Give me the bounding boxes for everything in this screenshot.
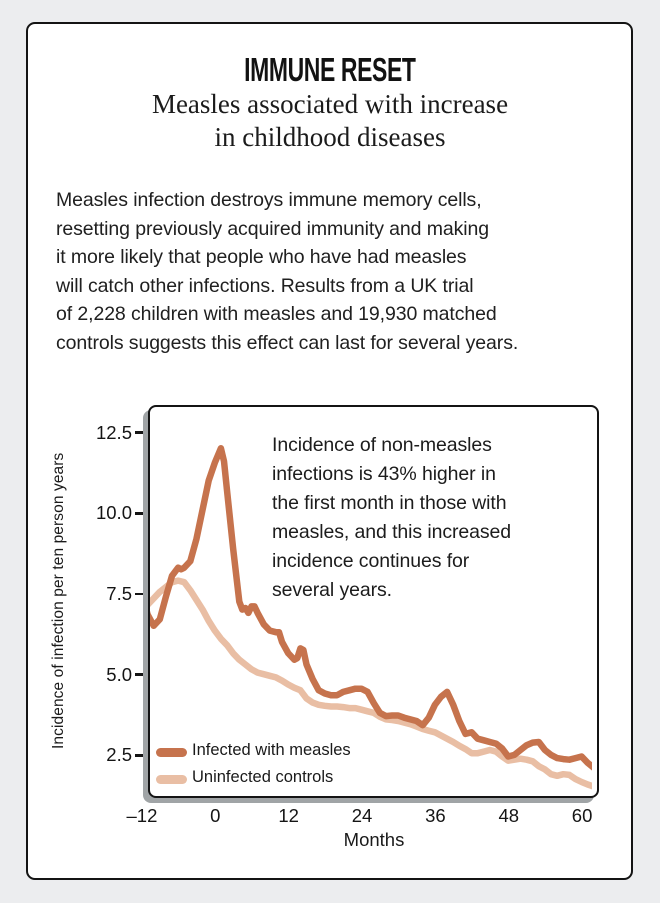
x-tick-label: 12 <box>278 805 299 826</box>
annotation-line: infections is 43% higher in <box>272 463 496 485</box>
series-line-uninfected-controls <box>150 577 592 790</box>
y-tick-label: 2.5 <box>106 744 132 766</box>
annotation-line: the first month in those with <box>272 492 507 514</box>
annotation-line: Incidence of non-measles <box>272 434 492 456</box>
series-line-infected-with-measles <box>150 445 592 771</box>
intro-line: it more likely that people who have had … <box>56 246 467 269</box>
annotation-line: incidence continues for <box>272 550 470 572</box>
intro-line: of 2,228 children with measles and 19,93… <box>56 303 497 326</box>
chart-plot-area: Incidence of non-measles infections is 4… <box>148 405 599 798</box>
x-tick-label: 36 <box>425 805 446 826</box>
legend-label-controls: Uninfected controls <box>192 768 334 786</box>
y-axis-title: Incidence of infection per ten person ye… <box>50 452 67 750</box>
y-tick-mark <box>135 592 149 596</box>
legend-swatch-controls <box>156 775 187 784</box>
intro-line: will catch other infections. Results fro… <box>56 274 474 297</box>
legend-swatch-infected <box>156 748 187 757</box>
headline: Measles associated with increase in chil… <box>26 88 634 154</box>
legend-label-infected: Infected with measles <box>192 741 351 759</box>
x-tick-label: 24 <box>351 805 373 826</box>
y-tick-mark <box>135 512 149 515</box>
annotation-line: measles, and this increased <box>272 521 512 543</box>
intro-line: Measles infection destroys immune memory… <box>56 189 482 211</box>
x-tick-label: 60 <box>571 805 593 826</box>
y-tick-label: 12.5 <box>95 421 132 443</box>
intro-line: resetting previously acquired immunity a… <box>56 217 489 240</box>
intro-paragraph: Measles infection destroys immune memory… <box>56 186 616 358</box>
kicker-wrap: IMMUNE RESET <box>26 50 634 89</box>
line-chart <box>150 445 592 790</box>
chart-annotation: Incidence of non-measles infections is 4… <box>272 431 582 605</box>
y-tick-mark <box>135 754 149 757</box>
kicker-title: IMMUNE RESET <box>244 50 416 89</box>
headline-line-2: in childhood diseases <box>214 122 446 152</box>
x-axis-title: Months <box>343 829 405 850</box>
y-tick-mark <box>135 673 149 676</box>
x-tick-label: 48 <box>498 805 520 826</box>
x-tick-label: 0 <box>210 805 221 826</box>
annotation-line: several years. <box>272 579 392 601</box>
headline-line-1: Measles associated with increase <box>151 89 509 119</box>
y-tick-label: 7.5 <box>106 583 132 604</box>
x-tick-label: –12 <box>126 805 158 826</box>
intro-line: controls suggests this effect can last f… <box>56 331 519 354</box>
y-tick-label: 10.0 <box>95 502 132 524</box>
y-tick-label: 5.0 <box>106 663 132 685</box>
y-tick-mark <box>135 431 149 434</box>
